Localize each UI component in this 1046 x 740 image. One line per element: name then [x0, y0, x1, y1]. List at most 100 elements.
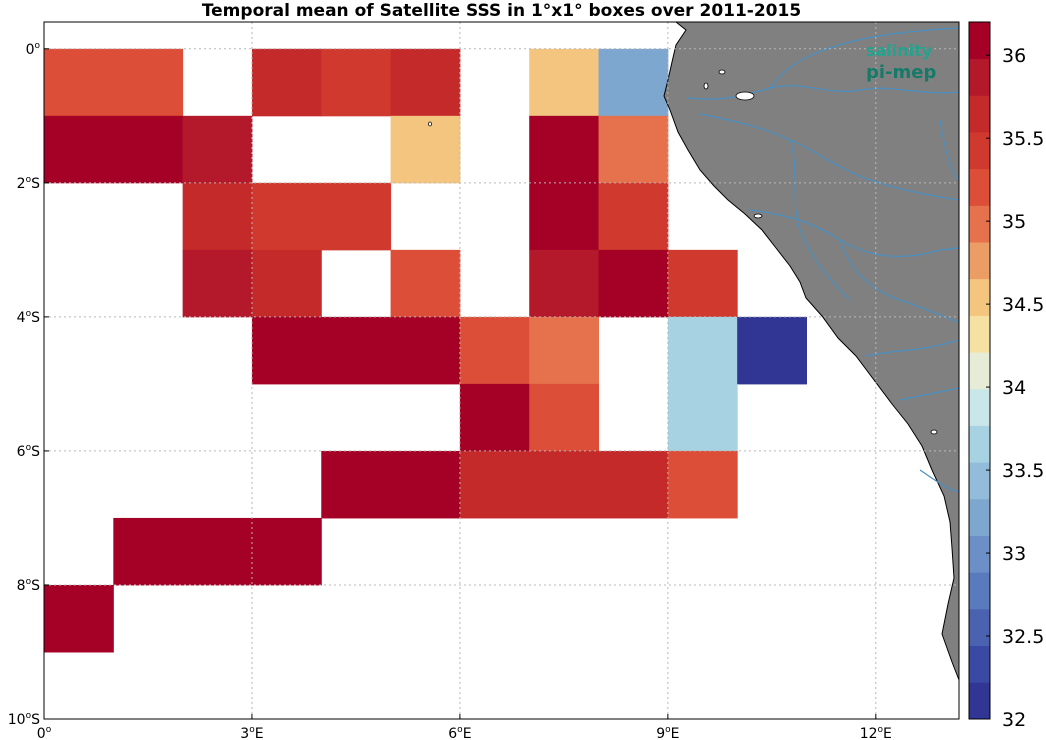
island-1 [735, 91, 755, 101]
salinity-cell [529, 115, 600, 184]
colorbar-segment [969, 278, 990, 316]
colorbar-tick-label: 32.5 [1002, 626, 1044, 648]
salinity-cell [529, 249, 600, 318]
salinity-cell [113, 517, 184, 586]
river-1 [687, 85, 959, 100]
salinity-cell [182, 517, 253, 586]
graticule [44, 22, 959, 719]
map-plot-area: salinity pi-mep [44, 22, 959, 719]
salinity-cell [44, 584, 114, 653]
x-tick-label: 3oE [240, 725, 263, 740]
salinity-cell [113, 115, 184, 184]
colorbar-segment [969, 352, 990, 390]
colorbar-segment [969, 95, 990, 133]
salinity-cell [321, 48, 392, 117]
river-7 [865, 339, 959, 357]
rivers [687, 27, 959, 493]
colorbar-segment [969, 645, 990, 683]
x-tick-label: 12oE [860, 725, 892, 740]
colorbar-segment [969, 425, 990, 463]
salinity-cell [529, 48, 600, 117]
x-tick-label: 0o [37, 725, 52, 740]
colorbar-segment [969, 572, 990, 610]
colorbar-tick-label: 36 [1002, 45, 1026, 67]
colorbar-segment [969, 682, 990, 720]
colorbar-segment [969, 58, 990, 96]
river-8 [899, 387, 959, 401]
salinity-cell [459, 383, 530, 452]
colorbar-tick-label: 32 [1002, 709, 1026, 731]
x-tick-label: 6oE [448, 725, 471, 740]
y-tick-label: 0o [26, 41, 41, 58]
salinity-cell [529, 316, 600, 385]
salinity-cell [44, 48, 114, 117]
river-9 [919, 469, 959, 493]
salinity-cell [321, 182, 392, 251]
river-10 [939, 119, 959, 181]
salinity-cell [529, 383, 600, 452]
salinity-cells [44, 48, 807, 653]
salinity-cell [182, 115, 253, 184]
salinity-cell [44, 115, 114, 184]
colorbar-tick-label: 35.5 [1002, 128, 1044, 150]
salinity-cell [182, 249, 253, 318]
island-2 [718, 69, 726, 75]
colorbar-frame [968, 21, 991, 720]
land-polygon [663, 22, 959, 681]
salinity-cell [667, 383, 738, 452]
salinity-cell [390, 48, 461, 117]
colorbar-segment [969, 205, 990, 243]
colorbar-segment [969, 168, 990, 206]
colorbar-segment [969, 535, 990, 573]
salinity-cell [113, 48, 184, 117]
colorbar-tick-label: 33 [1002, 543, 1026, 565]
salinity-cell [251, 48, 322, 117]
map-title: Temporal mean of Satellite SSS in 1°x1° … [201, 1, 802, 21]
salinity-cell [737, 316, 807, 385]
coastal-islands [428, 69, 938, 435]
salinity-cell [390, 115, 461, 184]
colorbar-segment [969, 498, 990, 536]
salinity-cell [598, 48, 669, 117]
salinity-cell [667, 316, 738, 385]
salinity-cell [598, 450, 669, 519]
y-tick-label: 8oS [17, 577, 40, 594]
river-6 [839, 239, 959, 323]
salinity-cell [598, 249, 669, 318]
river-4 [789, 139, 851, 301]
colorbar-tick-label: 34 [1002, 377, 1026, 399]
salinity-cell [182, 182, 253, 251]
salinity-cell [598, 115, 669, 184]
longitude-axis: 0o 3oE 6oE 9oE 12oE [37, 714, 892, 740]
colorbar-tick-label: 33.5 [1002, 460, 1044, 482]
salinity-cell [251, 249, 322, 318]
salinity-cell [390, 249, 461, 318]
y-tick-label: 10oS [8, 711, 40, 728]
logo-text-salinity: salinity [866, 41, 933, 60]
colorbar-tick-label: 35 [1002, 211, 1026, 233]
salinity-cell [459, 450, 530, 519]
island-4 [753, 213, 763, 219]
y-tick-label: 6oS [17, 443, 40, 460]
colorbar: 32 32.5 33 33.5 34 34.5 35 35.5 36 [968, 21, 1044, 731]
salinity-cell [598, 182, 669, 251]
salinity-cell [390, 316, 461, 385]
colorbar-segment [969, 242, 990, 280]
salinity-cell [321, 316, 392, 385]
salinity-cell [667, 450, 738, 519]
colorbar-segment [969, 608, 990, 647]
island-5 [930, 429, 938, 435]
colorbar-tick-label: 34.5 [1002, 294, 1044, 316]
salinity-cell [251, 517, 322, 586]
salinity-cell [667, 249, 738, 318]
salinity-cell [529, 450, 600, 519]
salinity-cell [529, 182, 600, 251]
river-2 [699, 113, 959, 201]
plot-frame [43, 21, 960, 720]
colorbar-segment [969, 132, 990, 170]
salinity-pi-mep-logo: salinity pi-mep [866, 41, 936, 83]
y-tick-label: 2oS [17, 175, 40, 192]
colorbar-segment [969, 388, 990, 426]
colorbar-segment [969, 462, 990, 500]
